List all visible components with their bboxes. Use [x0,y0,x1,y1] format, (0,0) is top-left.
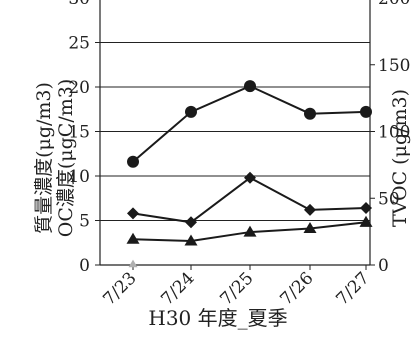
x-tick-label: 7/24 [157,268,198,309]
x-axis-title: H30 年度_夏季 [148,306,287,330]
right-tick-label: 200 [378,0,410,9]
left-tick-label: 0 [79,256,90,276]
x-tick-label: 7/23 [99,268,140,309]
left-tick-label: 30 [68,0,90,9]
diamond-point [360,202,372,215]
triangle-point [303,222,317,234]
right-tick-label: 100 [378,123,410,143]
left-tick-labels: 0 5 10 15 20 25 30 [68,0,100,276]
circle-point [127,155,139,168]
right-tick-labels: 0 50 100 150 200 [370,0,410,276]
x-tick-label: 7/27 [332,268,373,309]
triangle-point [126,232,140,244]
series-circle [127,80,372,168]
series-layer [126,80,373,268]
series-line [132,176,367,224]
y-axis-title-left-1: 質量濃度(μg/m3) [33,82,55,234]
right-tick-label: 150 [378,56,410,76]
left-tick-label: 25 [68,34,90,54]
x-tick-label: 7/25 [216,268,257,309]
right-tick-label: 0 [378,256,389,276]
circle-point [360,105,372,118]
left-tick-label: 10 [68,167,90,187]
y-axis-title-right: TVOC (μg/m3) [389,89,411,227]
x-tick-labels: 7/23 7/24 7/25 7/26 7/27 [99,265,374,310]
series-diamond [127,171,372,229]
diamond-point [185,216,197,229]
triangle-point [359,215,373,227]
gridlines [100,42,370,221]
triangle-point [243,225,257,237]
left-tick-label: 15 [68,123,90,143]
x-tick-label: 7/26 [276,268,317,309]
diamond-point [304,203,316,216]
triangle-point [184,234,198,246]
y-axis-title-left-2: OC濃度(μgC/m3) [55,79,77,238]
series-triangle-gray [128,259,138,268]
circle-point [185,105,197,118]
circle-point [244,80,256,93]
series-triangle [126,215,373,246]
right-tick-label: 50 [378,189,400,209]
circle-point [304,107,316,120]
diamond-point [127,207,139,220]
diamond-point [244,171,256,184]
gray-triangle-point [128,259,138,268]
series-line [132,85,367,163]
left-tick-label: 5 [79,212,90,232]
left-tick-label: 20 [68,78,90,98]
